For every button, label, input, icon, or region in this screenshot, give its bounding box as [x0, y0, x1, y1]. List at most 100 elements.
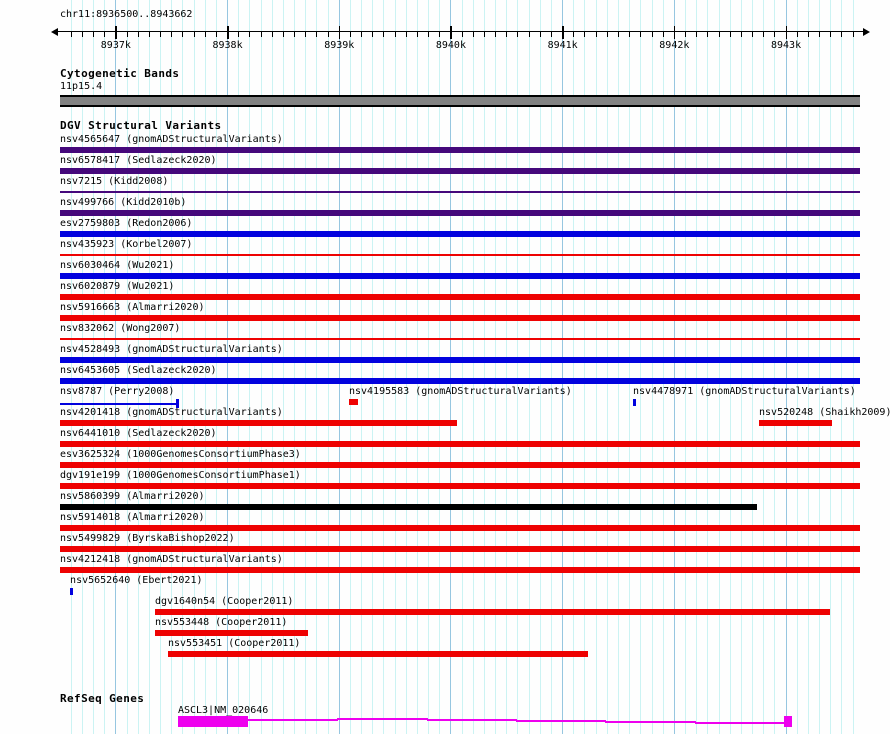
feature-end-cap[interactable]	[175, 399, 179, 408]
feature-bar[interactable]	[154, 630, 308, 636]
feature-bar[interactable]	[60, 567, 860, 573]
minor-gridline	[70, 0, 72, 734]
feature-label[interactable]: nsv4212418 (gnomADStructuralVariants)	[60, 554, 283, 565]
feature-bar[interactable]	[60, 273, 860, 279]
ruler-minor-tick	[316, 31, 318, 37]
feature-label[interactable]: nsv520248 (Shaikh2009)	[759, 407, 890, 418]
feature-span-line[interactable]	[60, 403, 178, 405]
feature-label[interactable]: nsv6020879 (Wu2021)	[60, 281, 175, 292]
gene-intron-line[interactable]	[516, 720, 607, 722]
feature-label[interactable]: nsv499766 (Kidd2010b)	[60, 197, 187, 208]
feature-bar[interactable]	[60, 254, 860, 256]
minor-gridline	[763, 0, 765, 734]
feature-bar[interactable]	[348, 399, 359, 405]
minor-gridline	[428, 0, 430, 734]
feature-label[interactable]: esv3625324 (1000GenomesConsortiumPhase3)	[60, 449, 301, 460]
minor-gridline	[238, 0, 240, 734]
ruler-minor-tick	[495, 31, 497, 37]
major-gridline	[785, 0, 787, 734]
feature-bar[interactable]	[60, 315, 860, 321]
feature-label[interactable]: dgv191e199 (1000GenomesConsortiumPhase1)	[60, 470, 301, 481]
feature-bar[interactable]	[60, 357, 860, 363]
cytoband-bar[interactable]	[60, 95, 860, 107]
ruler-minor-tick	[137, 31, 139, 37]
feature-label[interactable]: nsv553451 (Cooper2011)	[168, 638, 301, 649]
feature-bar[interactable]	[60, 441, 860, 447]
feature-label[interactable]: nsv4478971 (gnomADStructuralVariants)	[633, 386, 856, 397]
minor-gridline	[696, 0, 698, 734]
ruler-minor-tick	[294, 31, 296, 37]
feature-bar[interactable]	[60, 191, 860, 193]
ruler-tick-label: 8940k	[435, 40, 466, 51]
feature-label[interactable]: nsv5860399 (Almarri2020)	[60, 491, 205, 502]
ruler-minor-tick	[282, 31, 284, 37]
feature-label[interactable]: nsv6030464 (Wu2021)	[60, 260, 175, 271]
minor-gridline	[595, 0, 597, 734]
feature-bar[interactable]	[759, 420, 832, 426]
minor-gridline	[193, 0, 195, 734]
feature-bar[interactable]	[60, 546, 860, 552]
minor-gridline	[148, 0, 150, 734]
feature-bar[interactable]	[60, 525, 860, 531]
feature-label[interactable]: nsv4565647 (gnomADStructuralVariants)	[60, 134, 283, 145]
feature-label[interactable]: esv2759803 (Redon2006)	[60, 218, 193, 229]
feature-bar[interactable]	[60, 504, 757, 510]
ruler-minor-tick	[271, 31, 273, 37]
feature-label[interactable]: nsv832062 (Wong2007)	[60, 323, 181, 334]
gene-intron-line[interactable]	[337, 718, 428, 720]
feature-bar[interactable]	[60, 483, 860, 489]
feature-bar[interactable]	[60, 210, 860, 216]
ruler-major-tick	[450, 26, 452, 39]
gene-intron-line[interactable]	[247, 719, 339, 721]
gene-intron-line[interactable]	[426, 719, 517, 721]
feature-point-tick[interactable]	[633, 399, 637, 406]
minor-gridline	[495, 0, 497, 734]
region-title: chr11:8936500..8943662	[60, 9, 193, 20]
feature-label[interactable]: nsv4528493 (gnomADStructuralVariants)	[60, 344, 283, 355]
major-gridline	[673, 0, 675, 734]
feature-bar[interactable]	[168, 651, 588, 657]
feature-label[interactable]: nsv6441010 (Sedlazeck2020)	[60, 428, 217, 439]
feature-label[interactable]: nsv5916663 (Almarri2020)	[60, 302, 205, 313]
feature-bar[interactable]	[60, 294, 860, 300]
feature-bar[interactable]	[60, 231, 860, 237]
gene-intron-line[interactable]	[694, 722, 786, 724]
gene-exon-box[interactable]	[784, 716, 792, 727]
feature-label[interactable]: nsv5499829 (ByrskaBishop2022)	[60, 533, 235, 544]
feature-label[interactable]: nsv6578417 (Sedlazeck2020)	[60, 155, 217, 166]
feature-label[interactable]: nsv8787 (Perry2008)	[60, 386, 175, 397]
minor-gridline	[204, 0, 206, 734]
feature-label[interactable]: nsv553448 (Cooper2011)	[154, 617, 288, 628]
feature-label[interactable]: nsv4201418 (gnomADStructuralVariants)	[60, 407, 283, 418]
ruler-minor-tick	[428, 31, 430, 37]
feature-bar[interactable]	[60, 168, 860, 174]
feature-label[interactable]: nsv6453605 (Sedlazeck2020)	[60, 365, 217, 376]
feature-bar[interactable]	[60, 462, 860, 468]
ruler-minor-tick	[70, 31, 72, 37]
feature-label[interactable]: dgv1640n54 (Cooper2011)	[154, 596, 294, 607]
ruler-tick-label: 8942k	[659, 40, 690, 51]
feature-label[interactable]: nsv4195583 (gnomADStructuralVariants)	[348, 386, 572, 397]
ruler-minor-tick	[327, 31, 329, 37]
feature-label[interactable]: nsv7215 (Kidd2008)	[60, 176, 169, 187]
minor-gridline	[394, 0, 396, 734]
minor-gridline	[685, 0, 687, 734]
feature-point-tick[interactable]	[70, 588, 74, 595]
ruler-right-arrow-icon	[863, 27, 870, 36]
feature-bar[interactable]	[60, 338, 860, 340]
feature-label[interactable]: nsv5652640 (Ebert2021)	[70, 575, 203, 586]
feature-bar[interactable]	[154, 609, 830, 615]
feature-bar[interactable]	[60, 420, 458, 426]
feature-bar[interactable]	[60, 378, 860, 384]
minor-gridline	[104, 0, 106, 734]
ruler-tick-label: 8939k	[324, 40, 355, 51]
feature-label[interactable]: nsv5914018 (Almarri2020)	[60, 512, 205, 523]
minor-gridline	[584, 0, 586, 734]
feature-label[interactable]: nsv435923 (Korbel2007)	[60, 239, 193, 250]
minor-gridline	[271, 0, 273, 734]
feature-bar[interactable]	[60, 147, 860, 153]
ruler-minor-tick	[550, 31, 552, 37]
gene-exon-box[interactable]	[177, 716, 248, 727]
gene-intron-line[interactable]	[605, 721, 696, 723]
gene-label[interactable]: ASCL3|NM_020646	[177, 705, 269, 716]
